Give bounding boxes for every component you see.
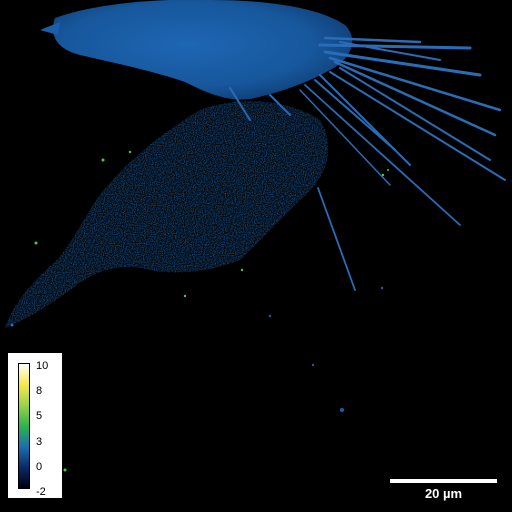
scale-bar bbox=[390, 479, 497, 483]
colorbar-tick: 3 bbox=[36, 436, 43, 448]
colorbar-gradient bbox=[18, 363, 30, 489]
colorbar-tick: 10 bbox=[36, 360, 49, 372]
cell-lower-region bbox=[5, 101, 329, 328]
filopodia bbox=[229, 36, 506, 291]
speckles bbox=[10, 150, 389, 472]
scale-bar-label: 20 µm bbox=[424, 486, 463, 501]
colorbar-tick: 0 bbox=[36, 461, 43, 473]
cell-upper-body bbox=[40, 0, 353, 100]
colorbar-tick: -2 bbox=[36, 486, 46, 498]
colorbar-tick: 8 bbox=[36, 385, 43, 397]
colorbar: 10 8 5 3 0 -2 bbox=[8, 353, 62, 498]
colorbar-tick: 5 bbox=[36, 410, 43, 422]
